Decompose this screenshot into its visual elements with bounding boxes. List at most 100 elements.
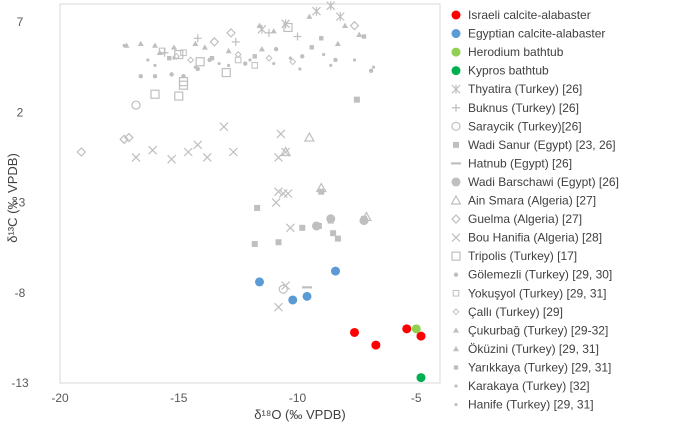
data-point	[255, 277, 264, 287]
legend-marker	[451, 10, 461, 20]
series-yar-kkaya-turkey-29-31-	[167, 34, 367, 61]
legend-item: Yarıkkaya (Turkey) [29, 31]	[453, 360, 611, 374]
data-point	[276, 129, 286, 139]
data-point	[193, 34, 202, 43]
data-point	[227, 63, 231, 67]
series-buknus-turkey-26-	[160, 28, 302, 57]
data-point	[254, 204, 261, 211]
data-point	[192, 40, 199, 47]
legend-label: Gölemezli (Turkey) [29, 30]	[468, 268, 612, 282]
data-point	[322, 52, 326, 57]
data-point	[274, 302, 283, 312]
data-point	[326, 214, 336, 224]
data-point	[265, 54, 273, 62]
series-g-lemezli-turkey-29-30-	[138, 46, 374, 79]
legend-marker	[451, 29, 461, 39]
data-point	[285, 223, 295, 233]
legend-marker	[451, 66, 461, 76]
series-wadi-barschawi-egypt-26-	[312, 214, 369, 231]
data-point	[174, 91, 184, 101]
data-point	[217, 61, 221, 66]
legend-marker	[450, 194, 462, 205]
data-point	[209, 37, 220, 47]
data-point	[171, 44, 177, 50]
data-point	[183, 147, 193, 157]
data-point	[302, 291, 312, 301]
legend-marker	[452, 289, 460, 297]
legend-marker	[454, 402, 458, 407]
data-point	[172, 52, 180, 60]
legend-item: Egyptian calcite-alabaster	[451, 27, 605, 41]
data-point	[180, 49, 187, 57]
data-point	[288, 56, 292, 60]
legend-marker	[451, 121, 461, 131]
data-point	[248, 58, 252, 62]
data-point	[326, 1, 336, 11]
legend-item: Hatnub (Egypt) [26]	[451, 156, 572, 170]
data-point	[281, 281, 291, 290]
data-point	[352, 58, 357, 62]
legend-label: Buknus (Turkey) [26]	[468, 101, 579, 115]
data-point	[402, 324, 412, 334]
legend-marker	[451, 251, 461, 261]
legend-label: Tripolis (Turkey) [17]	[468, 249, 577, 263]
data-point	[329, 63, 333, 67]
data-point	[152, 42, 158, 48]
data-point	[312, 6, 321, 16]
data-point	[209, 55, 215, 61]
series-saraycik-turkey-26-	[131, 100, 288, 294]
legend-item: Buknus (Turkey) [26]	[452, 101, 579, 115]
legend-label: Hatnub (Egypt) [26]	[468, 156, 572, 170]
data-point	[122, 43, 126, 48]
data-point	[225, 47, 232, 54]
y-tick-label: -3	[15, 196, 26, 210]
data-point	[153, 63, 157, 67]
data-point	[356, 31, 363, 37]
series--all-turkey-29-	[172, 51, 297, 66]
legend-label: Yarıkkaya (Turkey) [29, 31]	[468, 360, 611, 374]
data-point	[148, 145, 158, 155]
data-point	[231, 37, 240, 46]
legend-marker	[454, 384, 458, 388]
series-bou-hanifia-algeria-28-	[131, 122, 295, 312]
data-point	[371, 65, 376, 69]
data-point	[288, 295, 298, 305]
x-tick-label: -15	[170, 391, 188, 405]
y-tick-label: -13	[11, 376, 29, 390]
data-point	[283, 189, 293, 198]
x-tick-label: -10	[289, 391, 307, 405]
data-point	[273, 46, 279, 52]
data-point	[256, 22, 263, 28]
data-point	[169, 72, 174, 77]
data-point	[274, 187, 283, 197]
legend-label: Israeli calcite-alabaster	[468, 8, 591, 22]
legend-item: Çukurbağ (Turkey) [29-32]	[453, 323, 608, 337]
data-point	[368, 68, 374, 73]
legend-label: Ain Smara (Algeria) [27]	[468, 194, 596, 208]
series-hanife-turkey-29-31-	[153, 52, 357, 71]
legend-item: Öküzini (Turkey) [29, 31]	[453, 342, 599, 356]
plot-area	[59, 3, 441, 384]
legend-label: Wadi Sanur (Egypt) [23, 26]	[468, 138, 616, 152]
data-point	[411, 324, 421, 334]
data-point	[283, 22, 293, 33]
series-karakaya-turkey-32-	[122, 43, 376, 69]
data-point	[371, 340, 381, 350]
data-point	[181, 73, 186, 79]
data-point	[195, 57, 205, 67]
legend-item: Kypros bathtub	[451, 64, 549, 78]
data-point	[416, 373, 426, 383]
data-point	[156, 49, 163, 56]
data-point	[202, 152, 212, 162]
data-point	[252, 54, 257, 59]
data-point	[187, 56, 195, 64]
legend-label: Guelma (Algeria) [27]	[468, 212, 582, 226]
x-axis: -20 -15 -10 -5	[51, 391, 422, 405]
legend-label: Herodium bathtub	[468, 45, 564, 59]
data-point	[228, 147, 238, 157]
series-israeli-calcite-alabaster	[350, 324, 426, 350]
legend-label: Saraycik (Turkey)[26]	[468, 119, 582, 133]
y-axis-title: δ¹³C (‰ VPDB)	[5, 153, 20, 243]
data-point	[146, 58, 150, 62]
